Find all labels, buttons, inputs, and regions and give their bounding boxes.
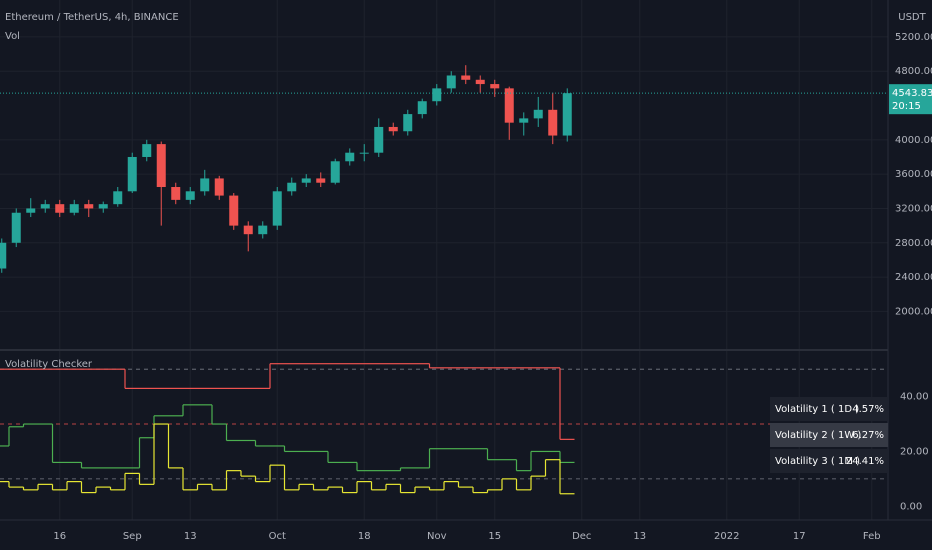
table-row	[770, 423, 888, 447]
x-tick-label: 18	[358, 531, 371, 542]
y-tick-label: 4000.00	[895, 135, 932, 146]
y-tick-label: 0.00	[900, 501, 922, 512]
chart-title: Ethereum / TetherUS, 4h, BINANCE	[5, 12, 179, 23]
candle-body	[55, 204, 65, 213]
x-tick-label: 13	[633, 531, 646, 542]
x-tick-label: Feb	[863, 531, 881, 542]
candle-body	[11, 212, 21, 243]
x-tick-label: 2022	[714, 531, 739, 542]
candle-body	[446, 75, 456, 89]
indicator-series	[0, 363, 575, 440]
x-tick-label: 17	[793, 531, 806, 542]
volume-label: Vol	[5, 31, 20, 42]
candle-body	[229, 195, 239, 226]
candle-body	[548, 109, 558, 136]
indicator-title: Volatility Checker	[5, 359, 93, 370]
candle-body	[345, 152, 355, 162]
candle-body	[374, 126, 384, 153]
x-tick-label: 16	[53, 531, 66, 542]
candle-body	[113, 191, 123, 205]
candle-body	[171, 187, 181, 200]
x-tick-label: Dec	[572, 531, 591, 542]
x-tick-label: Nov	[427, 531, 447, 542]
x-tick-label: Sep	[123, 531, 142, 542]
x-tick-label: Oct	[269, 531, 286, 542]
candle-body	[98, 204, 108, 209]
candle-body	[127, 156, 137, 192]
y-tick-label: 4800.00	[895, 66, 932, 77]
table-value: 6.27%	[852, 430, 884, 441]
table-value: 24.41%	[846, 456, 884, 467]
candle-body	[461, 75, 471, 80]
table-row	[770, 449, 888, 473]
candle-body	[258, 225, 268, 235]
last-price-label: 4543.83	[892, 88, 932, 99]
indicator-series	[0, 423, 575, 495]
price-unit: USDT	[898, 12, 926, 23]
y-tick-label: 5200.00	[895, 32, 932, 43]
table-value: 4.57%	[852, 404, 884, 415]
y-tick-label: 2800.00	[895, 238, 932, 249]
candle-body	[417, 101, 427, 115]
y-tick-label: 3600.00	[895, 169, 932, 180]
countdown: 20:15	[892, 101, 921, 112]
candle-body	[0, 242, 7, 269]
plot	[0, 65, 888, 495]
candle-body	[562, 93, 572, 136]
table-row	[770, 397, 888, 421]
y-tick-label: 20.00	[900, 446, 929, 457]
candle-body	[243, 225, 253, 235]
candle-body	[26, 208, 36, 213]
candle-body	[142, 144, 152, 157]
candle-body	[272, 191, 282, 226]
candle-body	[475, 79, 485, 85]
table-label: Volatility 2 ( 1W )	[775, 430, 861, 441]
candle-body	[316, 178, 326, 183]
table-label: Volatility 3 ( 1M )	[775, 456, 860, 467]
candle-body	[287, 182, 297, 192]
table-label: Volatility 1 ( 1D )	[775, 404, 859, 415]
candle-body	[214, 178, 224, 196]
overlay: 2000.00 2400.00 2800.00 3200.00 3600.00 4000.…	[53, 32, 932, 542]
candle-body	[359, 152, 369, 154]
candle-body	[200, 178, 210, 192]
candle-body	[504, 88, 514, 123]
candle-body	[519, 118, 529, 123]
x-tick-label: 15	[488, 531, 501, 542]
candle-body	[185, 191, 195, 200]
y-tick-label: 2400.00	[895, 272, 932, 283]
x-tick-label: 13	[184, 531, 197, 542]
candle-body	[533, 109, 543, 119]
candle-body	[330, 161, 340, 183]
candle-body	[403, 114, 413, 132]
candle-body	[156, 144, 166, 188]
candle-body	[490, 84, 500, 89]
candle-body	[432, 88, 442, 102]
y-tick-label: 40.00	[900, 392, 929, 403]
candle-body	[40, 204, 50, 209]
last-price-box	[889, 84, 932, 115]
y-tick-label: 2000.00	[895, 306, 932, 317]
volatility-table: Volatility 1 ( 1D )4.57% Volatility 2 ( 1…	[770, 397, 888, 473]
candle-body	[388, 126, 398, 132]
candle-body	[84, 204, 94, 209]
candle-body	[69, 204, 79, 213]
candle-body	[301, 178, 311, 183]
y-tick-label: 3200.00	[895, 203, 932, 214]
